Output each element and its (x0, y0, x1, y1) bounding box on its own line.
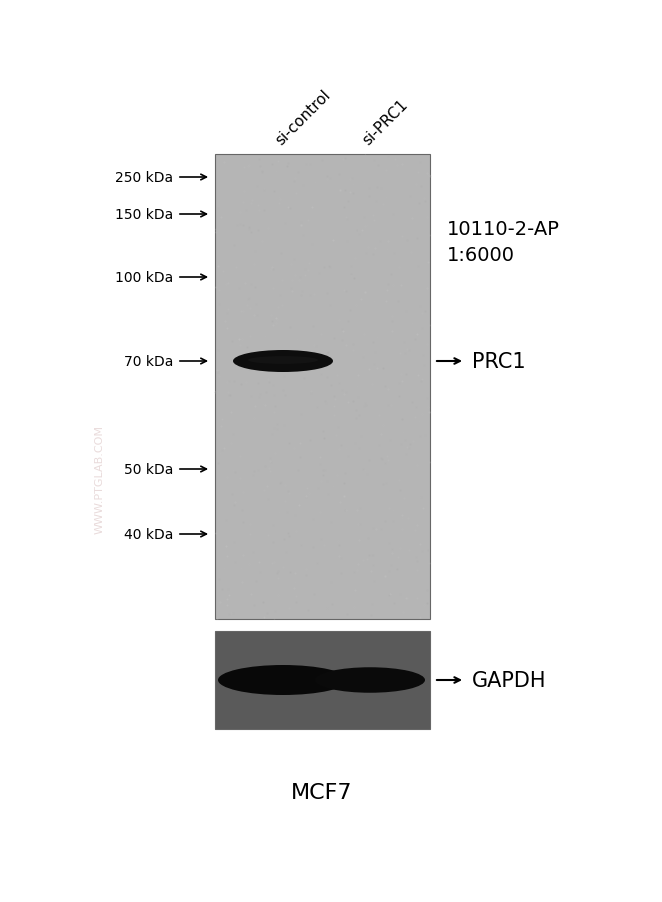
Ellipse shape (233, 351, 333, 373)
Text: GAPDH: GAPDH (472, 670, 547, 690)
Text: si-control: si-control (272, 87, 333, 148)
Text: 70 kDa: 70 kDa (124, 354, 173, 369)
Text: 50 kDa: 50 kDa (124, 463, 173, 476)
Ellipse shape (248, 357, 318, 364)
Bar (215, 631, 430, 729)
Text: 250 kDa: 250 kDa (115, 170, 173, 185)
Text: 150 kDa: 150 kDa (115, 207, 173, 222)
Text: 10110-2-AP
1:6000: 10110-2-AP 1:6000 (447, 220, 560, 265)
Text: WWW.PTGLAB.COM: WWW.PTGLAB.COM (95, 425, 105, 534)
Text: PRC1: PRC1 (472, 352, 526, 372)
Text: 100 kDa: 100 kDa (115, 271, 173, 285)
Ellipse shape (218, 666, 348, 695)
Bar (215, 155, 430, 620)
Text: 40 kDa: 40 kDa (124, 528, 173, 541)
Text: si-PRC1: si-PRC1 (359, 97, 410, 148)
Text: MCF7: MCF7 (291, 782, 353, 802)
Ellipse shape (315, 667, 425, 693)
